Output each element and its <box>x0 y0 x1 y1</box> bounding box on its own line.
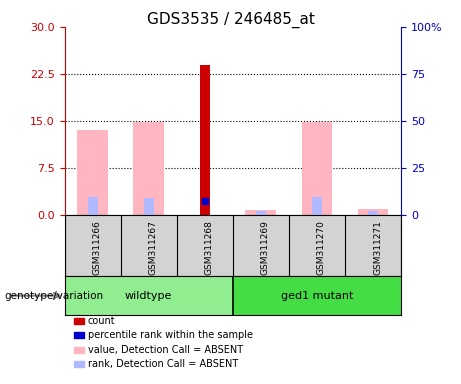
Bar <box>312 197 322 215</box>
Bar <box>200 65 210 215</box>
Bar <box>65 276 233 315</box>
Bar <box>144 198 154 215</box>
Text: GSM311269: GSM311269 <box>261 220 270 275</box>
Bar <box>245 210 276 215</box>
Text: GSM311266: GSM311266 <box>93 220 101 275</box>
Text: GSM311267: GSM311267 <box>148 220 158 275</box>
Bar <box>133 122 164 215</box>
Text: ged1 mutant: ged1 mutant <box>281 291 353 301</box>
Text: GDS3535 / 246485_at: GDS3535 / 246485_at <box>147 12 314 28</box>
Text: rank, Detection Call = ABSENT: rank, Detection Call = ABSENT <box>88 359 238 369</box>
Text: value, Detection Call = ABSENT: value, Detection Call = ABSENT <box>88 345 242 355</box>
Text: genotype/variation: genotype/variation <box>5 291 104 301</box>
Bar <box>88 197 98 215</box>
Bar <box>301 122 332 215</box>
Text: GSM311270: GSM311270 <box>317 220 326 275</box>
Bar <box>368 211 378 215</box>
Bar <box>256 211 266 215</box>
Bar <box>233 276 401 315</box>
Bar <box>358 209 389 215</box>
Text: GSM311268: GSM311268 <box>205 220 214 275</box>
Text: percentile rank within the sample: percentile rank within the sample <box>88 330 253 340</box>
Text: count: count <box>88 316 115 326</box>
Text: wildtype: wildtype <box>125 291 172 301</box>
Bar <box>77 131 108 215</box>
Text: GSM311271: GSM311271 <box>373 220 382 275</box>
